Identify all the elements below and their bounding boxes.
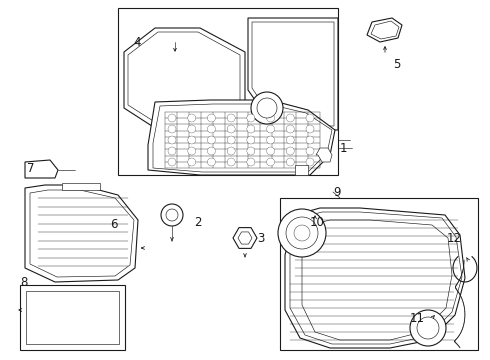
Circle shape	[168, 125, 176, 133]
Polygon shape	[280, 198, 478, 350]
Polygon shape	[248, 18, 338, 130]
Text: 7: 7	[27, 162, 34, 175]
Circle shape	[251, 92, 283, 124]
Circle shape	[267, 136, 274, 144]
Circle shape	[286, 114, 294, 122]
Circle shape	[227, 147, 235, 155]
Bar	[20, 285, 125, 350]
Circle shape	[410, 310, 446, 346]
Text: 5: 5	[393, 58, 400, 72]
Circle shape	[306, 125, 314, 133]
Polygon shape	[128, 32, 240, 124]
Circle shape	[247, 125, 255, 133]
Circle shape	[247, 147, 255, 155]
Circle shape	[168, 147, 176, 155]
Circle shape	[267, 125, 274, 133]
Circle shape	[188, 158, 196, 166]
Circle shape	[267, 114, 274, 122]
Polygon shape	[62, 183, 100, 190]
Circle shape	[286, 147, 294, 155]
Polygon shape	[25, 185, 138, 282]
Circle shape	[247, 158, 255, 166]
Text: 9: 9	[333, 185, 341, 198]
Polygon shape	[252, 22, 334, 126]
Text: 3: 3	[257, 231, 265, 244]
Text: 6: 6	[110, 219, 118, 231]
Circle shape	[286, 136, 294, 144]
Polygon shape	[153, 104, 332, 172]
Polygon shape	[233, 228, 257, 248]
Circle shape	[166, 209, 178, 221]
Text: 1: 1	[340, 141, 347, 154]
Circle shape	[227, 136, 235, 144]
Circle shape	[188, 136, 196, 144]
Circle shape	[247, 136, 255, 144]
Polygon shape	[124, 28, 245, 128]
Bar	[26, 291, 119, 344]
Polygon shape	[118, 8, 338, 175]
Circle shape	[286, 158, 294, 166]
Circle shape	[207, 114, 216, 122]
Circle shape	[188, 114, 196, 122]
Circle shape	[207, 136, 216, 144]
Circle shape	[278, 209, 326, 257]
Circle shape	[306, 136, 314, 144]
Polygon shape	[371, 21, 399, 39]
Circle shape	[188, 125, 196, 133]
Circle shape	[267, 147, 274, 155]
Circle shape	[306, 158, 314, 166]
Text: 10: 10	[310, 216, 325, 229]
Circle shape	[247, 114, 255, 122]
Polygon shape	[148, 100, 335, 175]
Circle shape	[168, 158, 176, 166]
Circle shape	[417, 317, 439, 339]
Polygon shape	[25, 160, 58, 178]
Polygon shape	[367, 18, 402, 42]
Circle shape	[168, 114, 176, 122]
Polygon shape	[285, 208, 465, 348]
Circle shape	[306, 114, 314, 122]
Circle shape	[267, 158, 274, 166]
Circle shape	[207, 125, 216, 133]
Polygon shape	[316, 148, 332, 162]
Circle shape	[207, 147, 216, 155]
Polygon shape	[295, 165, 308, 175]
Polygon shape	[30, 190, 134, 277]
Text: 4: 4	[133, 36, 141, 49]
Circle shape	[188, 147, 196, 155]
Circle shape	[294, 225, 310, 241]
Circle shape	[286, 217, 318, 249]
Circle shape	[161, 204, 183, 226]
Text: 12: 12	[447, 231, 462, 244]
Circle shape	[286, 125, 294, 133]
Circle shape	[207, 158, 216, 166]
Text: 11: 11	[410, 311, 425, 324]
Circle shape	[306, 147, 314, 155]
Polygon shape	[290, 212, 462, 344]
Circle shape	[257, 98, 277, 118]
Circle shape	[227, 158, 235, 166]
Circle shape	[168, 136, 176, 144]
Circle shape	[227, 125, 235, 133]
Text: 8: 8	[20, 275, 27, 288]
Polygon shape	[238, 232, 252, 244]
Text: 2: 2	[194, 216, 201, 229]
Circle shape	[227, 114, 235, 122]
